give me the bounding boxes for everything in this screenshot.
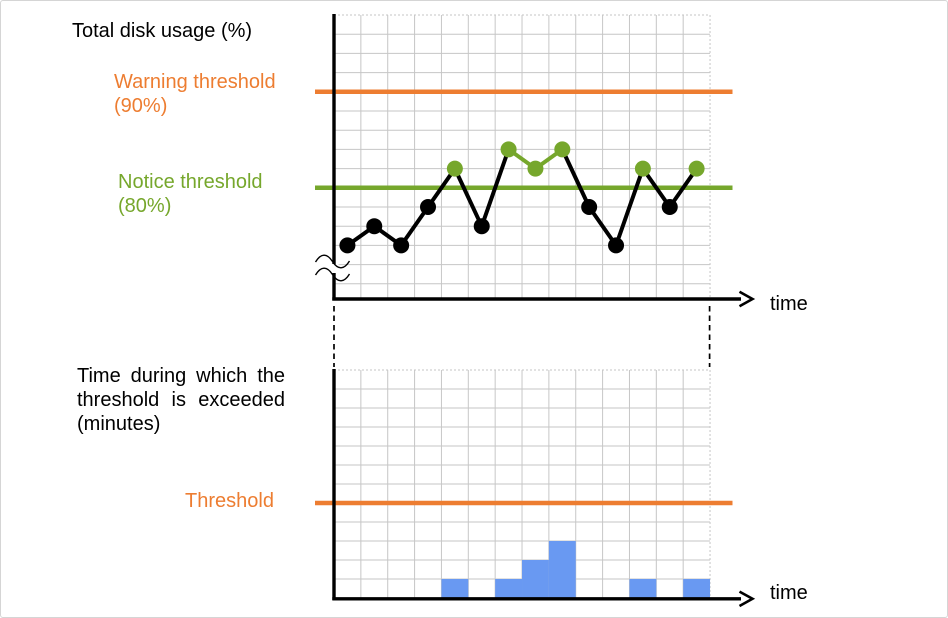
notice-threshold-label-line1: Notice threshold: [118, 171, 263, 193]
warning-threshold-label-line1: Warning threshold: [114, 71, 276, 93]
exceed-chart-title-line3: (minutes): [77, 413, 161, 435]
usage-chart-axes: [332, 14, 756, 308]
notice-threshold-label-line2: (80%): [118, 195, 172, 217]
exceed-threshold-label: Threshold: [185, 490, 274, 512]
exceed-chart-title-line2: threshold is exceeded: [77, 389, 285, 411]
dashed-connector-lines: [333, 306, 711, 367]
warning-threshold-label-line2: (90%): [114, 95, 168, 117]
exceed-chart-title-line1: Time during which the: [77, 365, 285, 387]
exceed-bar-series: [441, 541, 711, 598]
notice-threshold-label: Notice threshold (80%): [118, 170, 263, 218]
exceed-x-axis-label: time: [770, 582, 808, 604]
usage-threshold-lines: [315, 89, 733, 191]
exceed-chart-title: Time during which the threshold is excee…: [77, 364, 285, 436]
y-axis-break-icon: [314, 254, 351, 282]
exceed-chart-axes: [332, 369, 756, 608]
usage-chart-grid: [333, 14, 711, 299]
usage-line-series: [339, 141, 705, 254]
usage-x-axis-label: time: [770, 293, 808, 315]
warning-threshold-label: Warning threshold (90%): [114, 70, 276, 118]
usage-chart-title: Total disk usage (%): [72, 20, 253, 42]
